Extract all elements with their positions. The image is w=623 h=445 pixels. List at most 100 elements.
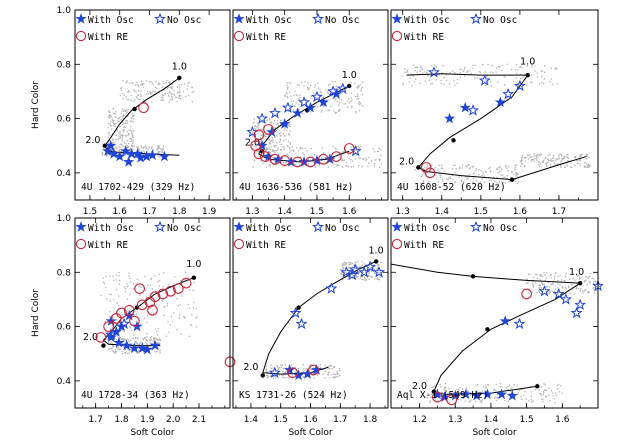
cloud-point [552,283,554,285]
cloud-point [373,150,376,153]
cloud-point [130,137,132,139]
cloud-point [506,175,509,177]
cloud-point [149,341,151,344]
cloud-point [124,348,127,351]
cloud-point [279,141,281,143]
cloud-point [548,286,551,288]
cloud-point [137,84,140,87]
series-2 [287,364,319,379]
cloud-point [302,105,305,107]
cloud-point [501,69,503,72]
cloud-point [343,261,345,263]
no-osc-star-point [514,318,525,329]
cloud-point [470,72,472,75]
x-tick-label: 1.3 [396,207,410,217]
cloud-point [493,397,496,399]
cloud-point [110,114,112,117]
cloud-point [154,328,157,330]
cloud-point [282,132,285,135]
cloud-point [287,140,290,143]
cloud-point [351,107,353,109]
cloud-point [505,165,507,168]
cloud-point [454,71,456,74]
cloud-point [287,154,290,156]
cloud-point [507,165,510,168]
re-circle-point [292,156,303,168]
no-osc-star-point [269,107,281,118]
cloud-point [168,331,170,334]
cloud-point [331,373,333,376]
cloud-point [191,86,193,89]
cloud-point [514,168,516,171]
cloud-point [361,158,364,160]
cloud-point [350,100,352,103]
cloud-point [478,169,480,171]
cloud-point [355,274,357,277]
plot-frame [74,9,231,201]
cloud-point [472,64,474,67]
cloud-point [288,132,290,135]
track-label: 1.0 [369,245,384,256]
cloud-point [273,145,275,148]
legend-with-re: With RE [88,32,128,43]
cloud-point [529,273,531,276]
x-tick-label: 1.4 [244,415,259,425]
cloud-point [255,146,258,148]
cloud-point [557,283,559,285]
cloud-point [465,387,468,389]
re-circle-point [287,367,298,379]
cloud-point [515,72,518,75]
cloud-point [126,144,129,147]
cloud-point [129,339,132,342]
cloud-point [347,261,350,264]
cloud-point [472,181,474,183]
track-label: 1.0 [342,70,357,81]
cloud-point [150,338,152,340]
cloud-point [298,164,301,166]
cloud-point [443,76,445,79]
cloud-point [482,385,485,388]
cloud-point [586,284,588,286]
cloud-point [564,286,567,288]
cloud-point [268,117,271,120]
cloud-point [286,95,288,97]
cloud-point [502,176,504,179]
cloud-point [156,351,158,353]
cloud-point [271,149,274,151]
cloud-point [128,275,130,277]
cloud-point [129,120,132,122]
cloud-point [520,395,522,398]
cloud-point [575,287,578,290]
cloud-point [380,261,382,264]
cloud-point [457,389,460,392]
cloud-point [583,161,586,164]
cloud-point [540,287,543,289]
cloud-point [535,154,538,157]
cloud-point [272,377,275,379]
cloud-point [113,112,115,115]
cloud-point [586,153,588,156]
cloud-point [492,176,495,178]
cloud-point [466,166,469,168]
cloud-point [539,153,542,156]
cloud-point [575,274,578,276]
cloud-point [189,324,192,326]
osc-star-point [159,151,170,162]
panel-title: 4U 1608-52 (620 Hz) [397,182,506,193]
cloud-point [135,91,137,93]
cloud-point [265,135,267,138]
cloud-point [117,120,120,123]
cloud-point [481,398,484,401]
cloud-point [298,84,300,86]
cloud-point [137,146,140,148]
cloud-point [424,166,426,169]
cloud-point [178,94,181,97]
cloud-point [549,400,551,402]
cloud-point [289,143,292,145]
cloud-point [349,158,352,161]
cloud-point [587,163,590,165]
cloud-point [166,79,168,82]
cloud-point [142,86,145,89]
track-label: 2.0 [243,362,258,373]
